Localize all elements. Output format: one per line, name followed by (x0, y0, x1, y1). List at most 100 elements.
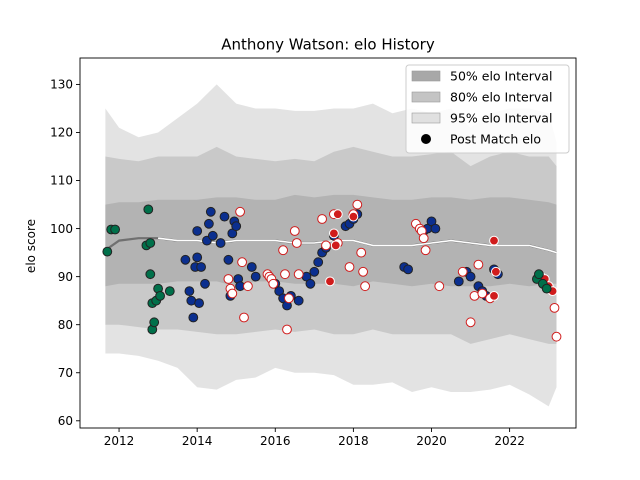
x-tick-label: 2018 (338, 434, 369, 448)
data-point (329, 228, 339, 239)
data-point (489, 235, 499, 246)
post-match-elo-points (102, 199, 562, 342)
legend-swatch (411, 112, 441, 124)
data-point (477, 288, 488, 299)
data-point (541, 283, 552, 294)
data-point (293, 269, 304, 280)
data-point (200, 278, 210, 289)
data-point (184, 286, 195, 297)
y-tick-label: 130 (50, 78, 73, 92)
data-point (205, 206, 216, 217)
data-point (235, 206, 246, 217)
data-point (330, 240, 341, 251)
data-point (237, 257, 248, 268)
data-point (453, 276, 464, 287)
data-point (145, 238, 156, 248)
data-point (420, 245, 431, 256)
data-point (143, 204, 154, 215)
data-point (289, 226, 300, 236)
data-point (549, 303, 560, 313)
data-point (309, 266, 320, 277)
x-tick-label: 2016 (260, 434, 291, 448)
y-tick-label: 90 (58, 270, 73, 284)
y-tick-label: 110 (50, 174, 73, 188)
data-point (282, 324, 292, 335)
data-point (465, 271, 476, 282)
y-axis-ticks: 60 70 80 90 100 110 120 130 (50, 78, 80, 428)
data-point (491, 266, 501, 277)
data-point (356, 247, 367, 258)
y-tick-label: 80 (58, 318, 73, 332)
y-tick-label: 70 (58, 366, 73, 380)
data-point (215, 238, 226, 248)
data-point (352, 199, 363, 210)
data-point (465, 317, 476, 328)
data-point (243, 281, 253, 292)
data-point (305, 278, 316, 289)
legend-label: 50% elo Interval (450, 69, 552, 84)
data-point (223, 274, 234, 284)
legend-swatch (411, 70, 441, 82)
data-point (551, 331, 562, 342)
x-tick-label: 2022 (494, 434, 525, 448)
y-tick-label: 100 (50, 222, 73, 236)
data-point (325, 276, 335, 287)
x-tick-label: 2014 (182, 434, 213, 448)
data-point (457, 266, 468, 277)
data-point (204, 218, 214, 229)
plot-frame (79, 57, 577, 429)
data-point (164, 286, 175, 297)
legend: 50% elo Interval 80% elo Interval 95% elo … (405, 64, 570, 154)
data-point (317, 214, 328, 224)
data-point (348, 211, 359, 222)
x-tick-label: 2020 (416, 434, 447, 448)
data-point (489, 291, 499, 301)
legend-swatch (411, 91, 441, 103)
data-point (278, 245, 289, 256)
data-point (534, 269, 544, 280)
legend-label: 80% elo Interval (450, 90, 552, 105)
data-point (332, 209, 343, 220)
data-point (223, 254, 234, 265)
data-point (180, 254, 191, 265)
y-tick-label: 120 (50, 126, 73, 140)
data-point (268, 278, 279, 289)
legend-label: 95% elo Interval (450, 111, 552, 126)
data-point (192, 226, 203, 236)
data-point (192, 252, 203, 263)
data-point (344, 262, 355, 272)
data-point (430, 223, 441, 234)
data-point (231, 221, 242, 232)
data-point (280, 269, 290, 280)
data-point (434, 281, 445, 292)
data-point (360, 281, 371, 292)
data-point (227, 288, 238, 299)
x-tick-label: 2012 (104, 434, 135, 448)
x-axis-ticks: 2012 2014 2016 2018 2020 2022 (104, 428, 525, 448)
data-point (219, 211, 230, 222)
legend-marker (421, 134, 431, 144)
legend-label: Post Match elo (450, 132, 541, 147)
data-point (403, 264, 414, 275)
data-point (207, 230, 218, 241)
data-point (145, 269, 156, 280)
data-point (110, 224, 120, 235)
data-point (418, 233, 429, 244)
median-line-light (158, 237, 557, 254)
legend-box (405, 64, 570, 154)
data-point (149, 317, 160, 328)
data-point (239, 312, 249, 323)
data-point (196, 262, 207, 272)
data-point (246, 262, 257, 272)
data-point (473, 259, 484, 270)
data-point (293, 295, 304, 306)
data-point (194, 298, 205, 309)
data-point (291, 238, 302, 248)
data-point (284, 293, 294, 304)
y-tick-label: 60 (58, 414, 73, 428)
data-point (155, 291, 166, 301)
data-point (102, 246, 113, 257)
data-point (188, 312, 199, 323)
data-point (250, 271, 261, 282)
